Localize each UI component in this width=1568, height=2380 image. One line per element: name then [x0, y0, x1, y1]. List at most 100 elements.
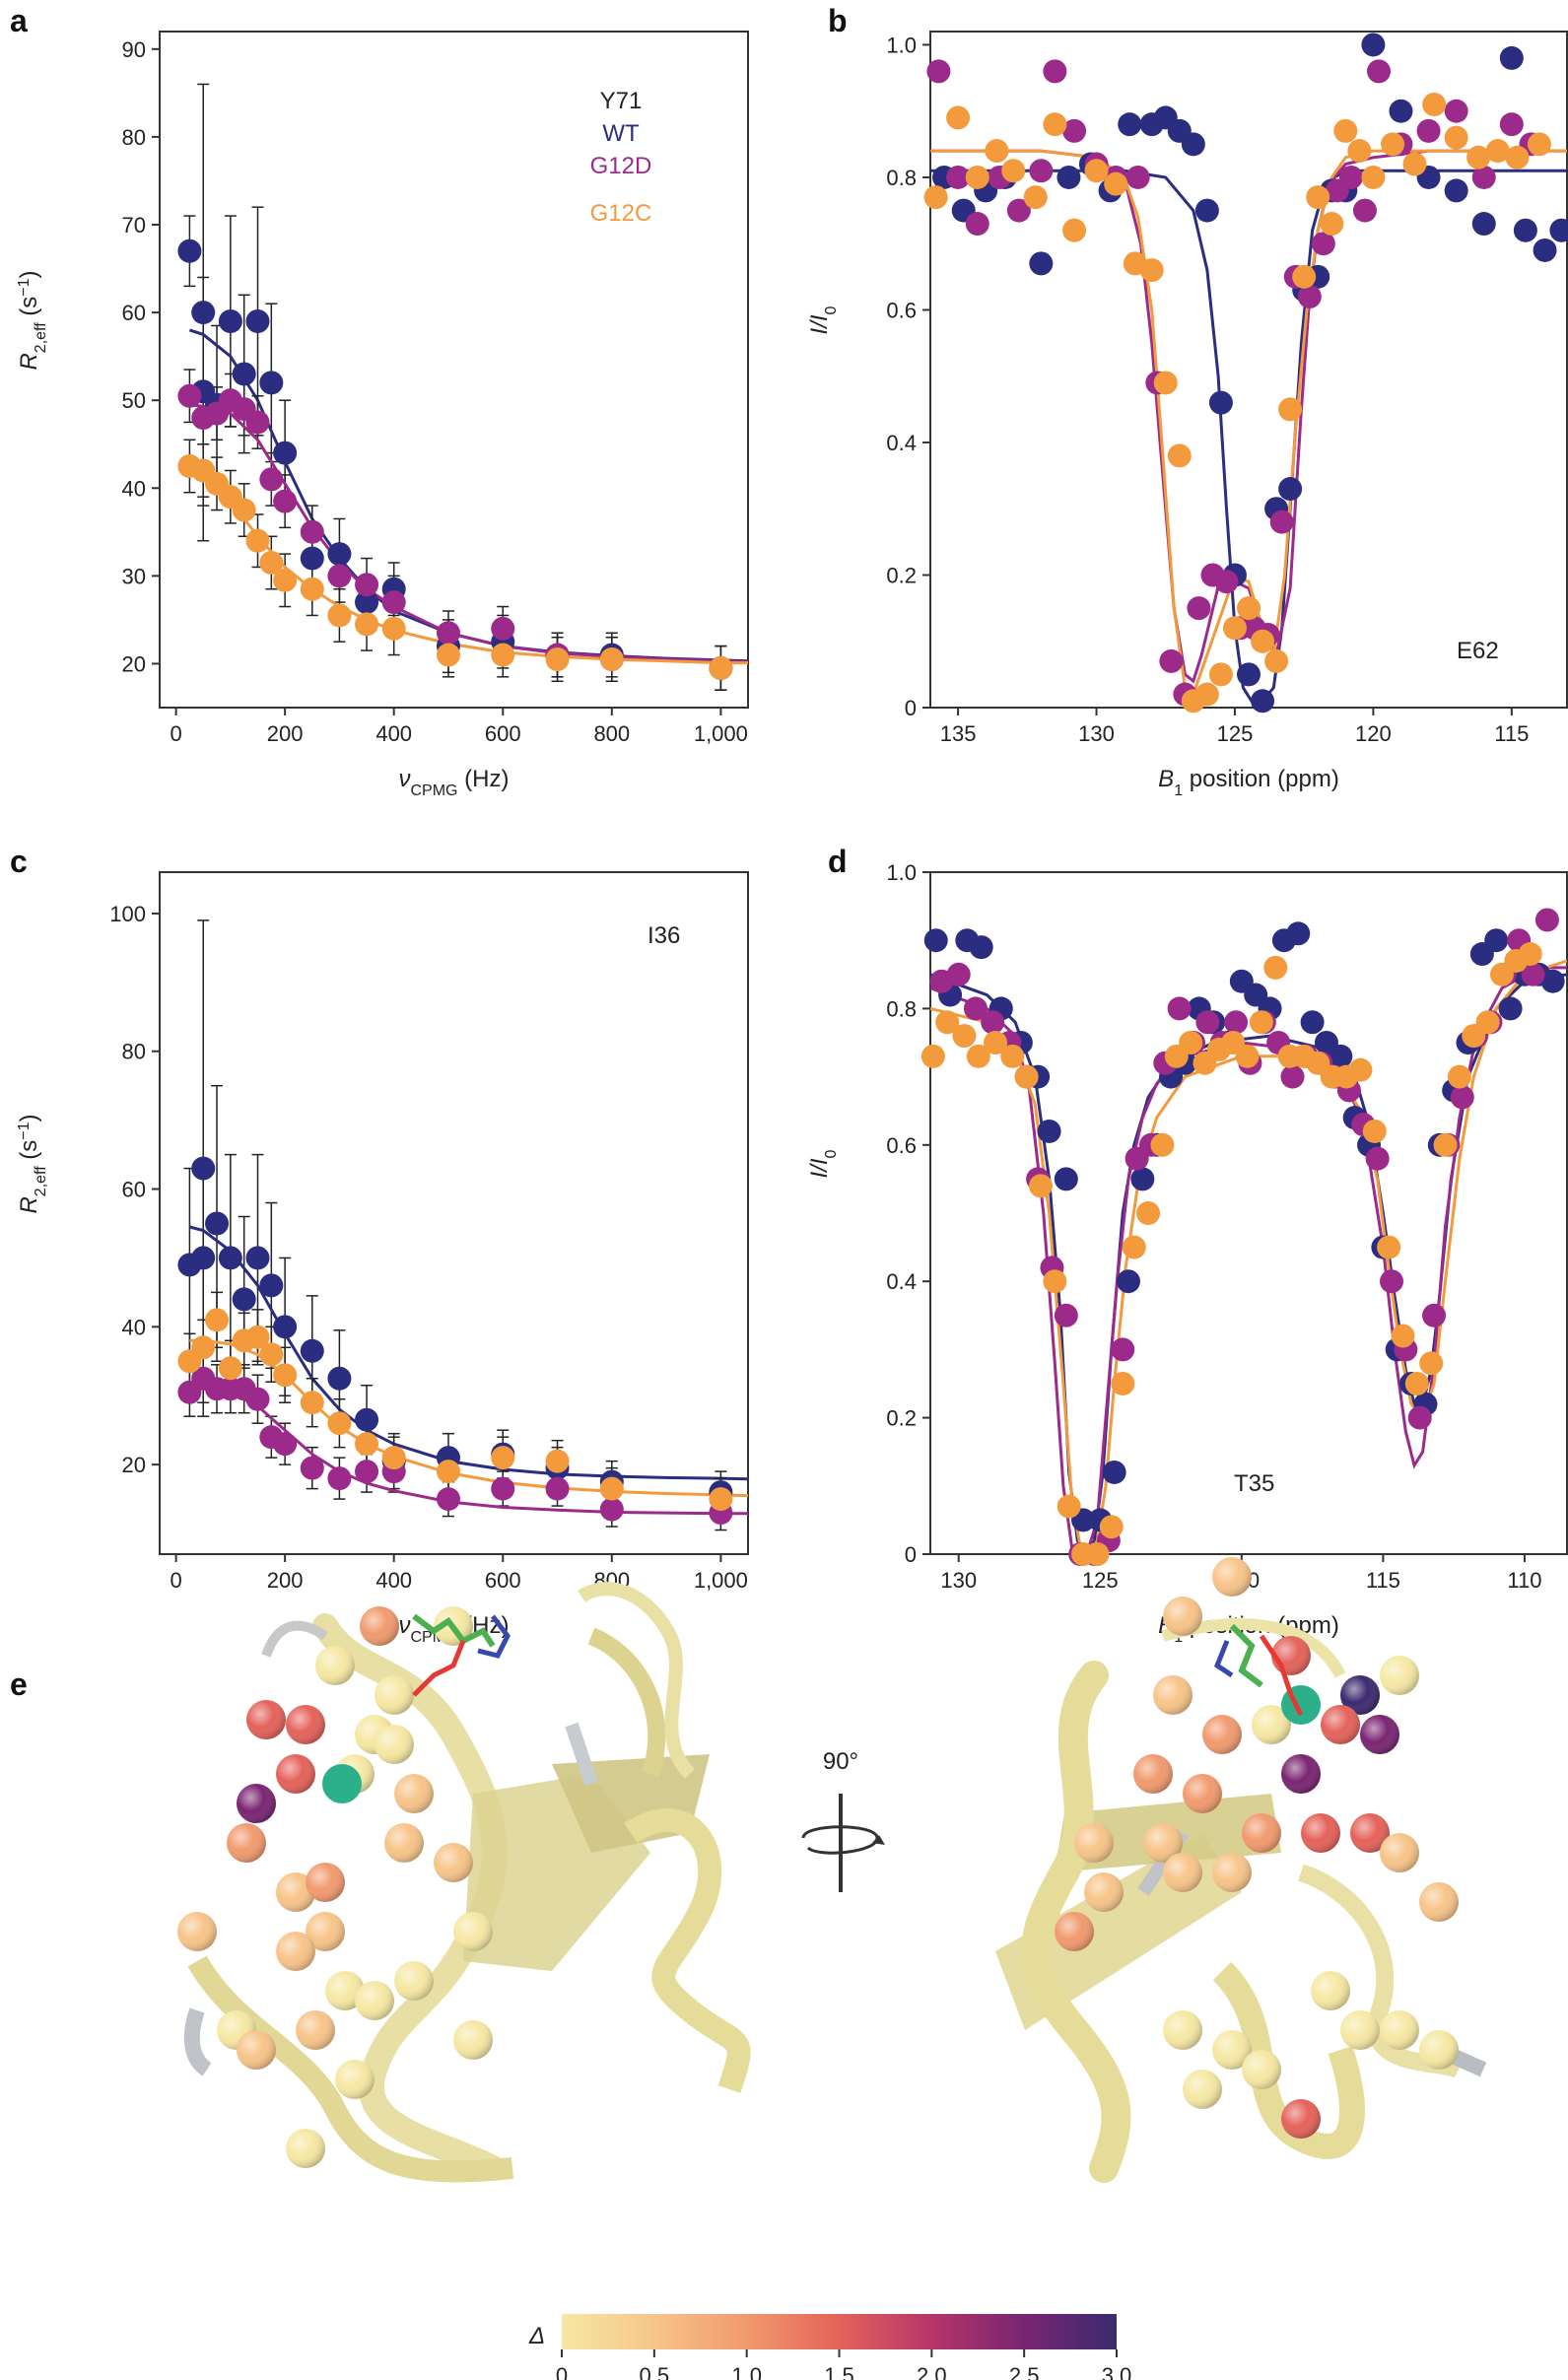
data-point — [436, 643, 460, 667]
sphere-shading — [306, 1912, 345, 1951]
data-point — [599, 1497, 624, 1522]
data-point — [355, 612, 379, 637]
y-tick-label: 1.0 — [886, 33, 917, 57]
sphere-shading — [227, 1823, 266, 1863]
data-point — [1518, 942, 1542, 967]
data-point — [191, 1156, 216, 1181]
y-tick-label: 30 — [122, 564, 146, 588]
sphere-shading — [177, 1912, 217, 1951]
data-point — [709, 1487, 733, 1512]
sphere-shading — [237, 2030, 276, 2070]
data-point — [1419, 1351, 1444, 1376]
x-tick-label: 135 — [940, 721, 977, 746]
data-point — [1222, 616, 1247, 641]
data-point — [1085, 1542, 1110, 1566]
data-point — [1269, 510, 1294, 534]
data-point — [1249, 1010, 1273, 1035]
data-point — [259, 551, 284, 575]
x-tick-label: 200 — [267, 1568, 304, 1593]
colorbar-tick-label: 0 — [556, 2363, 568, 2380]
data-point — [1499, 45, 1524, 70]
panel-label-c: c — [10, 844, 28, 879]
sphere-shading — [237, 1784, 276, 1823]
data-point — [191, 301, 216, 325]
fit-line — [189, 403, 749, 664]
data-point — [1167, 996, 1192, 1021]
data-point — [1513, 218, 1537, 242]
data-point — [1181, 132, 1205, 157]
fit-line — [189, 1225, 749, 1481]
sphere-shading — [453, 1912, 493, 1951]
data-point — [545, 1449, 570, 1473]
data-point — [1006, 198, 1031, 223]
data-point — [259, 467, 284, 492]
data-point — [1499, 112, 1524, 137]
data-point — [259, 1342, 284, 1367]
data-point — [436, 1460, 460, 1484]
x-tick-label: 110 — [1507, 1568, 1541, 1593]
y-tick-label: 50 — [122, 388, 146, 413]
data-point — [1167, 443, 1192, 468]
data-point — [1347, 139, 1372, 164]
data-point — [1130, 1167, 1155, 1191]
sphere-shading — [1242, 1813, 1281, 1853]
data-point — [300, 519, 324, 544]
sphere-shading — [1340, 2010, 1380, 2050]
sphere-shading — [286, 2129, 325, 2168]
data-point — [327, 564, 352, 588]
series-wt — [183, 919, 749, 1514]
data-point — [1029, 159, 1054, 183]
data-point — [1361, 165, 1386, 189]
panel-label-a: a — [10, 3, 28, 38]
data-point — [1194, 198, 1219, 223]
sphere-shading — [1163, 1597, 1202, 1636]
data-point — [1306, 185, 1330, 210]
data-point — [300, 546, 324, 571]
data-point — [1320, 212, 1344, 237]
data-point — [1179, 1031, 1203, 1054]
annotation-e62: E62 — [1457, 638, 1499, 664]
sphere-shading — [1183, 2070, 1222, 2109]
data-point — [926, 59, 951, 84]
chart-d: 13012512011511000.20.40.60.81.0B1 positi… — [806, 860, 1568, 1646]
data-point — [1062, 218, 1087, 242]
sphere-shading — [1212, 1557, 1252, 1597]
sphere-shading — [453, 2020, 493, 2060]
data-point — [1286, 921, 1311, 946]
data-point — [355, 1407, 379, 1432]
data-point — [1297, 285, 1322, 309]
x-tick-label: 400 — [375, 1568, 412, 1593]
data-point — [1521, 962, 1545, 986]
sphere-shading — [1419, 2030, 1459, 2070]
data-point — [946, 105, 971, 130]
data-point — [946, 962, 971, 986]
colorbar-tick-label: 2.0 — [917, 2363, 947, 2380]
data-point — [1416, 118, 1441, 143]
data-point — [1338, 165, 1363, 189]
data-point — [1466, 145, 1491, 170]
data-point — [491, 616, 515, 641]
data-point — [1402, 152, 1427, 176]
sphere-shading — [1242, 2050, 1281, 2089]
sphere-shading — [1153, 1675, 1193, 1715]
sphere-shading — [1380, 1656, 1419, 1695]
data-point — [1278, 477, 1303, 502]
data-point — [1292, 264, 1317, 289]
data-point — [177, 383, 202, 408]
sphere-shading — [1212, 2030, 1252, 2070]
data-point — [273, 489, 298, 513]
data-point — [1111, 1372, 1135, 1395]
y-tick-label: 60 — [122, 301, 146, 325]
data-point — [545, 647, 570, 671]
data-point — [1251, 689, 1275, 714]
x-tick-label: 400 — [375, 721, 412, 746]
data-point — [1237, 596, 1261, 621]
series-g12c — [183, 1291, 749, 1521]
data-point — [1001, 159, 1026, 183]
data-point — [273, 441, 298, 465]
legend-g12d: G12D — [590, 153, 652, 179]
ligand-right — [1213, 1623, 1304, 1717]
data-point — [245, 1387, 270, 1411]
data-point — [1485, 139, 1510, 164]
data-point — [984, 1031, 1008, 1054]
